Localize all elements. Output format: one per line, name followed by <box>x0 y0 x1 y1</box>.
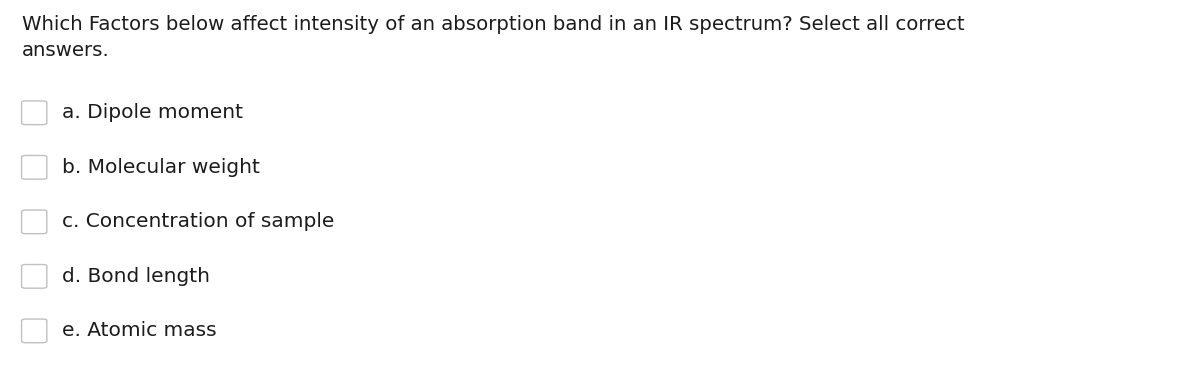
Text: c. Concentration of sample: c. Concentration of sample <box>62 212 335 231</box>
Text: d. Bond length: d. Bond length <box>62 267 210 286</box>
Text: e. Atomic mass: e. Atomic mass <box>62 321 217 340</box>
Text: Which Factors below affect intensity of an absorption band in an IR spectrum? Se: Which Factors below affect intensity of … <box>22 15 965 60</box>
Text: a. Dipole moment: a. Dipole moment <box>62 103 244 122</box>
FancyBboxPatch shape <box>22 210 47 234</box>
FancyBboxPatch shape <box>22 265 47 288</box>
FancyBboxPatch shape <box>22 101 47 125</box>
FancyBboxPatch shape <box>22 319 47 343</box>
FancyBboxPatch shape <box>22 156 47 179</box>
Text: b. Molecular weight: b. Molecular weight <box>62 158 260 177</box>
